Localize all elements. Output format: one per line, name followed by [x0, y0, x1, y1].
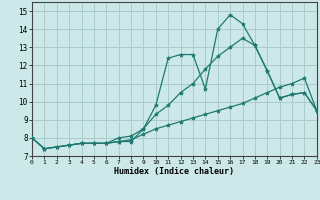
X-axis label: Humidex (Indice chaleur): Humidex (Indice chaleur) — [115, 167, 234, 176]
